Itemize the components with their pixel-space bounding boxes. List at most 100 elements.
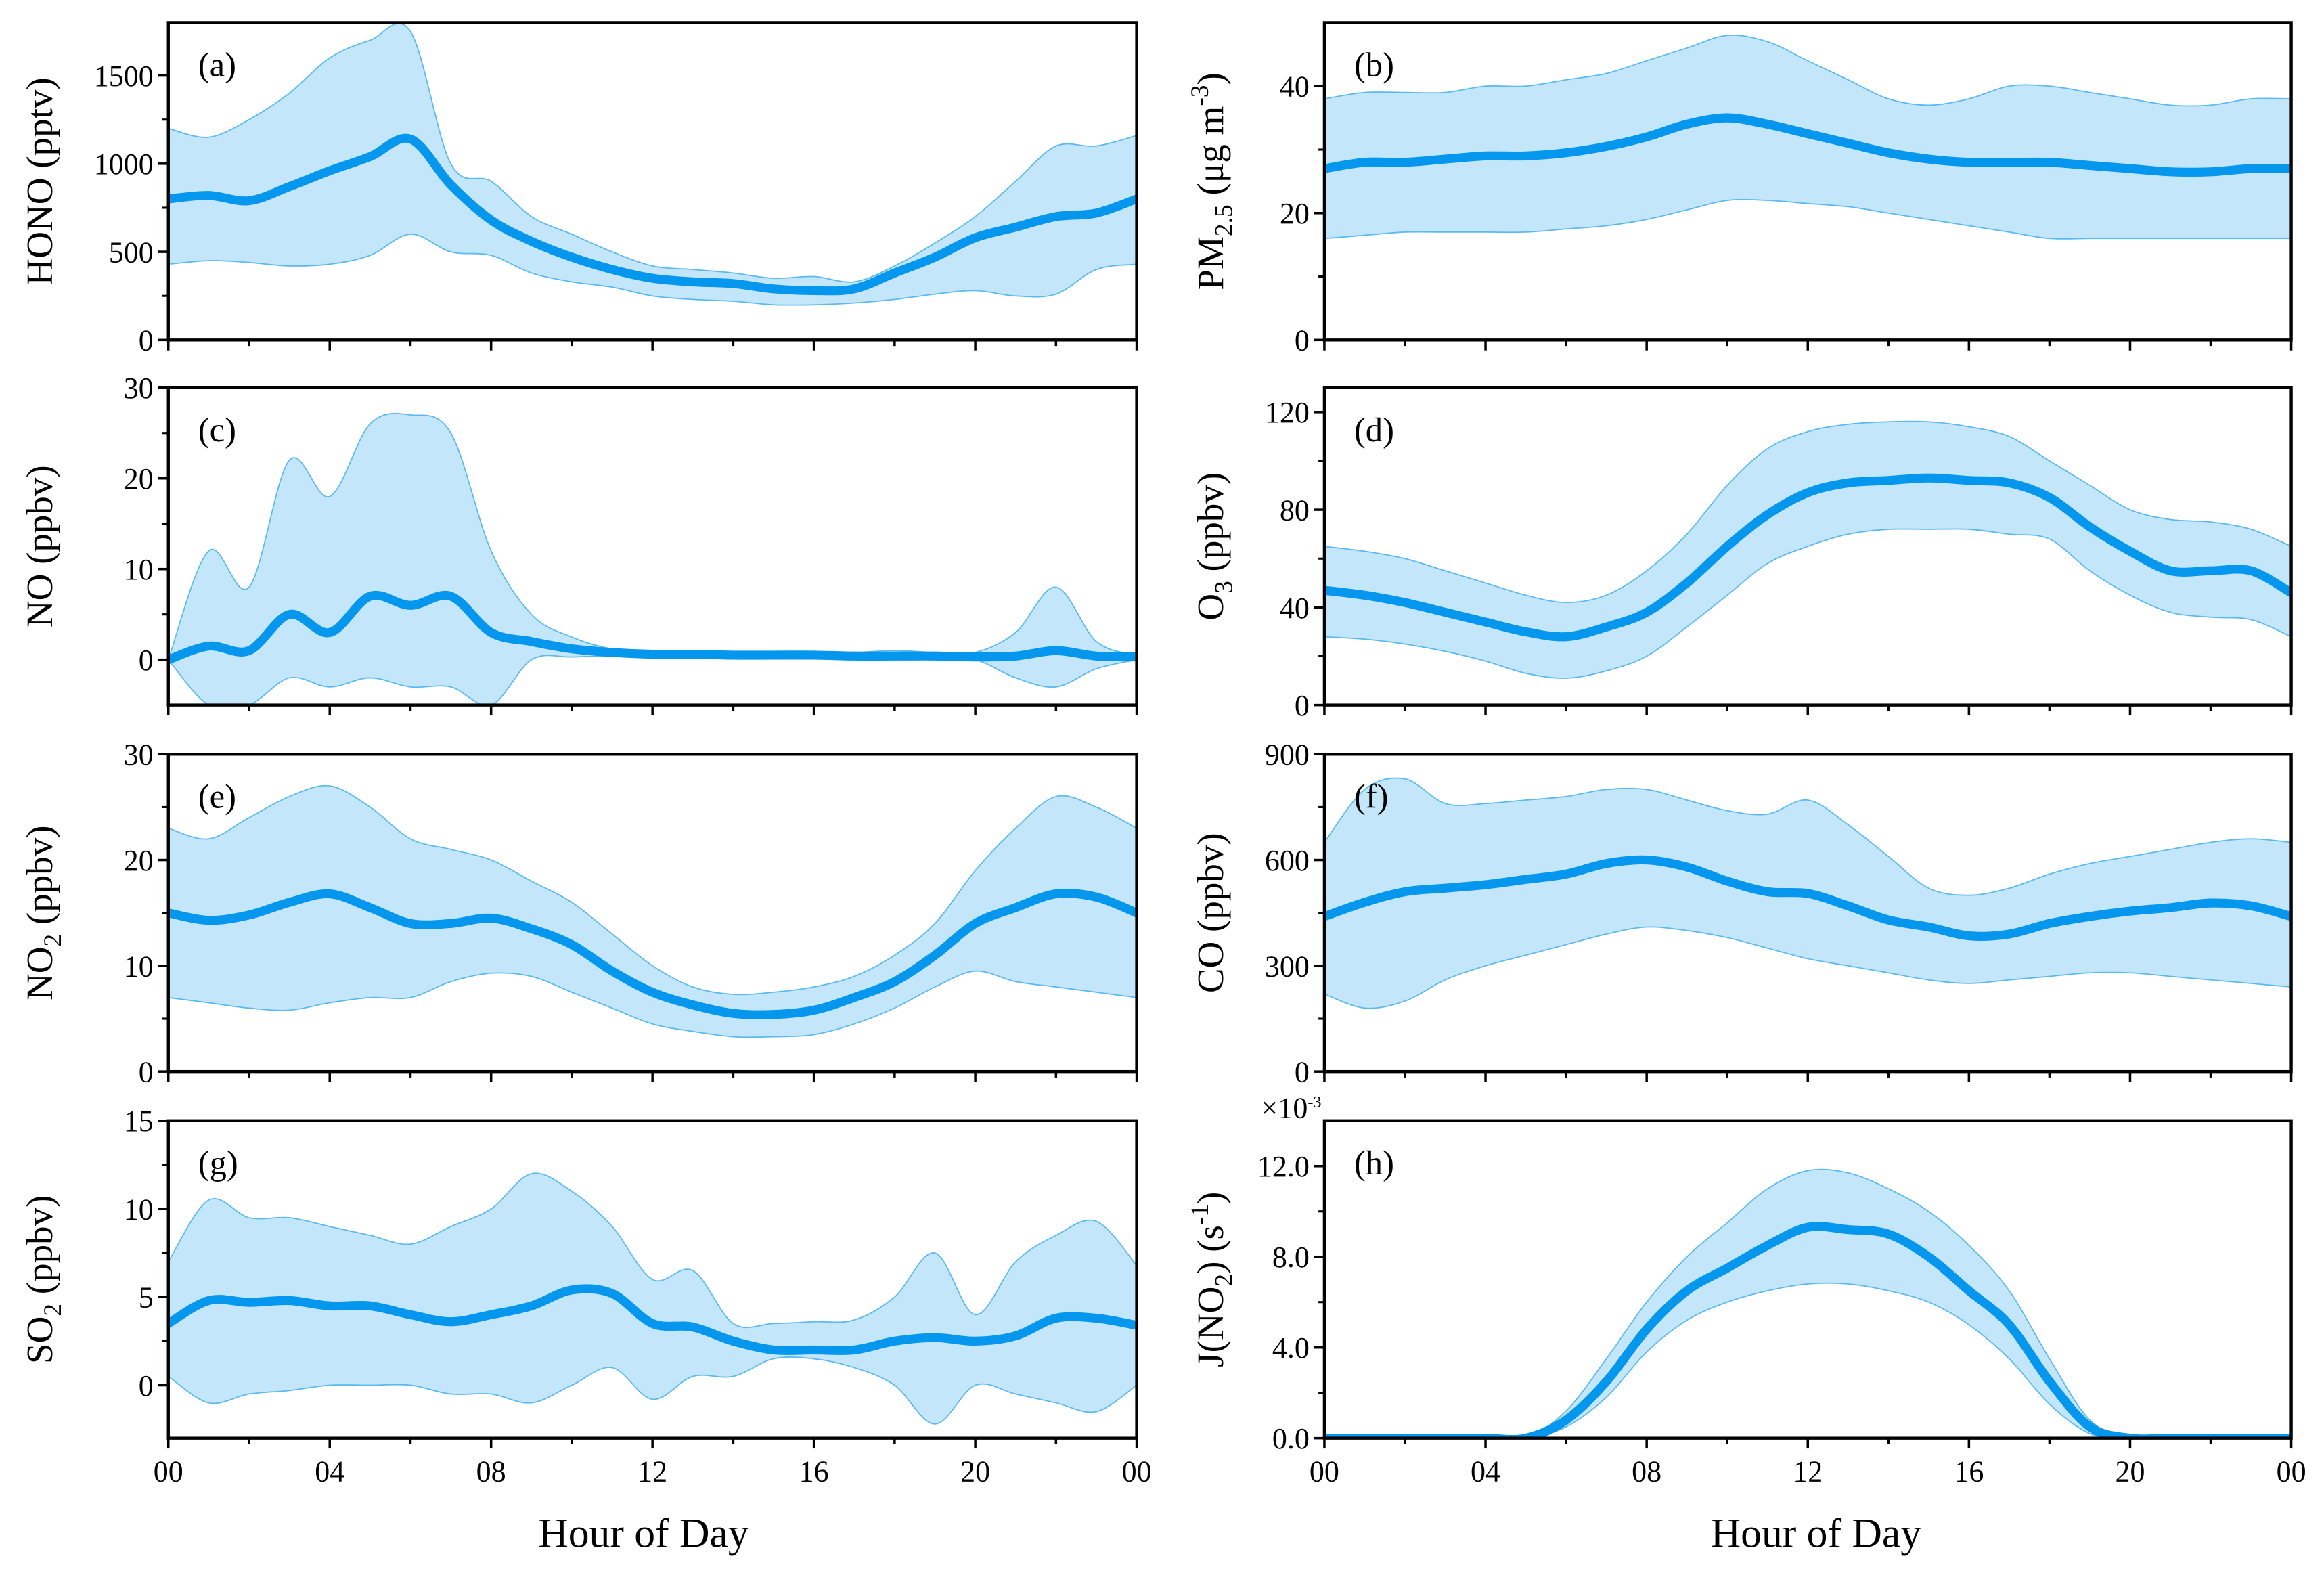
y-tick-label: 0 bbox=[139, 644, 154, 677]
y-label-segment: 2.5 bbox=[1210, 204, 1238, 236]
y-label-segment: PM bbox=[1190, 236, 1231, 290]
y-tick-label: 0 bbox=[1295, 324, 1310, 357]
y-label-segment: (ppbv) bbox=[19, 1195, 60, 1303]
y-label-segment: HONO (pptv) bbox=[19, 77, 60, 285]
panel-d: 0 40 80 120 (d) O3 (ppbv) bbox=[1190, 386, 2293, 722]
std-band bbox=[1324, 420, 2292, 679]
y-tick-label: 5 bbox=[139, 1281, 154, 1314]
x-tick-label: 20 bbox=[960, 1455, 990, 1488]
y-label-segment: (ppbv) bbox=[19, 825, 60, 933]
multiplier-base: ×10 bbox=[1261, 1091, 1308, 1124]
y-tick-label: 40 bbox=[1280, 592, 1310, 625]
mean-line bbox=[168, 1284, 1137, 1355]
y-tick-label: 300 bbox=[1265, 950, 1310, 983]
y-label-segment: -1 bbox=[1186, 1204, 1214, 1225]
mean-line bbox=[168, 888, 1137, 1019]
y-tick-label: 10 bbox=[124, 950, 154, 983]
panel-label: (e) bbox=[198, 778, 236, 816]
panel-a: 0 500 1000 1500 (a) HONO (pptv) bbox=[19, 21, 1138, 357]
y-tick-label: 0 bbox=[1295, 1056, 1310, 1089]
x-tick-label: 00 bbox=[154, 1455, 183, 1488]
y-label-segment: ) bbox=[1190, 1192, 1231, 1204]
x-tick-label: 04 bbox=[1471, 1455, 1500, 1488]
panel-label: (b) bbox=[1354, 46, 1394, 84]
y-axis-label: PM2.5 (μg m-3) bbox=[1186, 72, 1238, 290]
x-tick-label: 04 bbox=[315, 1455, 344, 1488]
y-label-segment: ) bbox=[1190, 72, 1231, 85]
x-tick-label: 12 bbox=[638, 1455, 667, 1488]
y-label-segment: 2 bbox=[39, 1304, 67, 1316]
y-label-segment: NO bbox=[19, 947, 60, 1000]
y-label-segment: 2 bbox=[1210, 1274, 1238, 1287]
panel-b: 0 20 40 (b) PM2.5 (μg m-3) bbox=[1186, 21, 2293, 357]
mean-line bbox=[1324, 855, 2292, 941]
std-band bbox=[168, 784, 1137, 1038]
y-tick-label: 600 bbox=[1265, 844, 1310, 877]
y-tick-label: 40 bbox=[1280, 70, 1310, 104]
panel-e: 0 10 20 30 (e) NO2 (ppbv) bbox=[19, 738, 1138, 1089]
multiplier-exponent: -3 bbox=[1308, 1093, 1321, 1111]
y-tick-label: 20 bbox=[1280, 197, 1310, 230]
mean-line bbox=[168, 590, 1137, 665]
y-tick-label: 1000 bbox=[94, 148, 154, 181]
x-tick-label: 00 bbox=[1310, 1455, 1339, 1488]
x-tick-label: 16 bbox=[1954, 1455, 1984, 1488]
x-axis-label-right: Hour of Day bbox=[1711, 1510, 1922, 1556]
y-axis-label: J(NO2) (s-1) bbox=[1186, 1192, 1238, 1367]
x-tick-label: 20 bbox=[2115, 1455, 2145, 1488]
panel-c: 0 10 20 30 (c) NO (ppbv) bbox=[19, 372, 1138, 716]
y-tick-label: 30 bbox=[124, 372, 154, 405]
std-band bbox=[168, 1172, 1137, 1425]
y-label-segment: 2 bbox=[39, 934, 67, 947]
y-label-segment: -3 bbox=[1186, 85, 1214, 106]
y-tick-label: 0 bbox=[139, 324, 154, 357]
y-tick-label: 20 bbox=[124, 462, 154, 495]
panel-h: 00 04 08 12 16 20 000.04.08.012.0 (h)×10-3J(NO2… bbox=[1186, 1091, 2306, 1488]
y-axis-label: O3 (ppbv) bbox=[1190, 472, 1238, 621]
y-label-segment: ) (s bbox=[1190, 1225, 1231, 1274]
mean-line bbox=[1324, 473, 2292, 642]
y-tick-label: 900 bbox=[1265, 738, 1310, 772]
y-label-segment: J(NO bbox=[1190, 1287, 1231, 1367]
y-tick-label: 30 bbox=[124, 738, 154, 772]
axis-multiplier: ×10-3 bbox=[1261, 1091, 1322, 1124]
panel-label: (c) bbox=[198, 411, 236, 449]
std-band bbox=[168, 22, 1137, 306]
y-label-segment: 3 bbox=[1210, 581, 1238, 594]
y-label-segment: SO bbox=[19, 1316, 60, 1364]
y-axis-label: SO2 (ppbv) bbox=[19, 1195, 67, 1363]
std-band bbox=[1324, 1168, 2292, 1438]
y-axis-label: HONO (pptv) bbox=[19, 77, 60, 285]
y-tick-label: 20 bbox=[124, 844, 154, 877]
y-label-segment: NO (ppbv) bbox=[19, 465, 60, 627]
x-tick-label: 08 bbox=[1632, 1455, 1661, 1488]
y-tick-label: 120 bbox=[1265, 396, 1310, 429]
y-axis-label: CO (ppbv) bbox=[1190, 833, 1231, 993]
panel-label: (d) bbox=[1354, 411, 1394, 449]
y-tick-label: 0.0 bbox=[1272, 1422, 1310, 1455]
x-axis-label-left: Hour of Day bbox=[538, 1510, 749, 1556]
y-tick-label: 0 bbox=[139, 1369, 154, 1402]
x-tick-label: 08 bbox=[476, 1455, 506, 1488]
y-tick-label: 1500 bbox=[94, 60, 154, 93]
y-label-segment: (μg m bbox=[1190, 106, 1231, 205]
y-tick-label: 8.0 bbox=[1272, 1241, 1310, 1274]
x-tick-label: 12 bbox=[1793, 1455, 1823, 1488]
y-label-segment: O bbox=[1190, 594, 1231, 621]
y-tick-label: 10 bbox=[124, 1193, 154, 1226]
y-tick-label: 0 bbox=[139, 1056, 154, 1089]
panel-f: 0 300 600 900 (f) CO (ppbv) bbox=[1190, 738, 2293, 1089]
y-label-segment: (ppbv) bbox=[1190, 472, 1231, 581]
panel-label: (a) bbox=[198, 46, 236, 84]
mean-line bbox=[1324, 113, 2292, 177]
panel-label: (h) bbox=[1354, 1144, 1394, 1182]
x-tick-label: 00 bbox=[1122, 1455, 1152, 1488]
panel-label: (g) bbox=[198, 1144, 238, 1182]
y-tick-label: 80 bbox=[1280, 494, 1310, 527]
y-tick-label: 12.0 bbox=[1257, 1150, 1310, 1183]
y-tick-label: 10 bbox=[124, 553, 154, 586]
y-tick-label: 4.0 bbox=[1272, 1331, 1310, 1365]
std-band bbox=[168, 413, 1137, 705]
